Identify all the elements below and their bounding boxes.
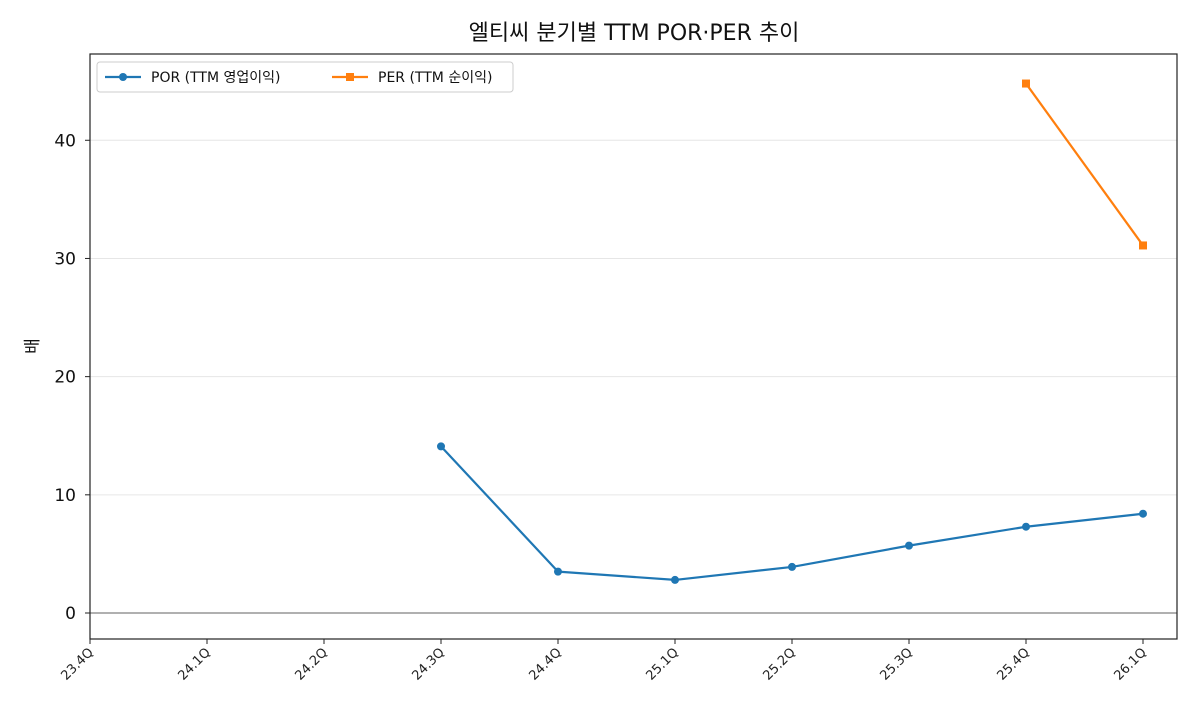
series-group	[437, 79, 1147, 584]
data-point	[554, 567, 562, 576]
series-line	[440, 445, 1144, 582]
y-tick-label: 20	[54, 368, 76, 388]
data-point	[437, 442, 445, 451]
x-axis: 23.4Q 24.1Q 24.2Q 24.3Q 24.4Q 25.1Q 25.2Q 25.3Q…	[59, 639, 1150, 684]
data-point	[671, 575, 679, 584]
chart-title: 엘티씨 분기별 TTM POR·PER 추이	[469, 21, 800, 46]
legend-box	[96, 61, 514, 93]
series-line	[1025, 82, 1144, 247]
data-point	[1022, 522, 1030, 531]
x-tick-label: 25.2Q	[761, 645, 799, 683]
data-point	[1139, 509, 1147, 518]
x-tick-label: 25.1Q	[644, 645, 682, 683]
y-axis-label: 배	[23, 338, 43, 354]
x-tick-label: 24.3Q	[410, 645, 448, 683]
x-tick-label: 24.2Q	[293, 645, 331, 683]
data-point	[1022, 79, 1030, 88]
plot-frame	[89, 53, 1178, 640]
x-tick-label: 26.1Q	[1112, 645, 1150, 683]
data-point	[905, 541, 913, 550]
series-per	[1022, 79, 1147, 250]
y-tick-label: 10	[54, 486, 76, 506]
legend: POR (TTM 영업이익) PER (TTM 순이익)	[96, 61, 514, 93]
series-por	[437, 442, 1147, 584]
legend-label: POR (TTM 영업이익)	[151, 70, 280, 86]
x-tick-label: 25.4Q	[995, 645, 1033, 683]
x-tick-label: 24.4Q	[527, 645, 565, 683]
y-tick-label: 40	[54, 131, 76, 151]
y-tick-label: 0	[65, 604, 76, 624]
legend-marker	[119, 73, 127, 81]
legend-marker	[346, 73, 354, 81]
grid-lines	[90, 139, 1177, 496]
data-point	[788, 562, 796, 571]
legend-label: PER (TTM 순이익)	[378, 70, 492, 86]
data-point	[1139, 241, 1147, 250]
x-tick-label: 25.3Q	[878, 645, 916, 683]
y-axis: 0 10 20 30 40	[54, 131, 90, 624]
x-tick-label: 23.4Q	[59, 645, 97, 683]
y-tick-label: 30	[54, 249, 76, 269]
x-tick-label: 24.1Q	[176, 645, 214, 683]
